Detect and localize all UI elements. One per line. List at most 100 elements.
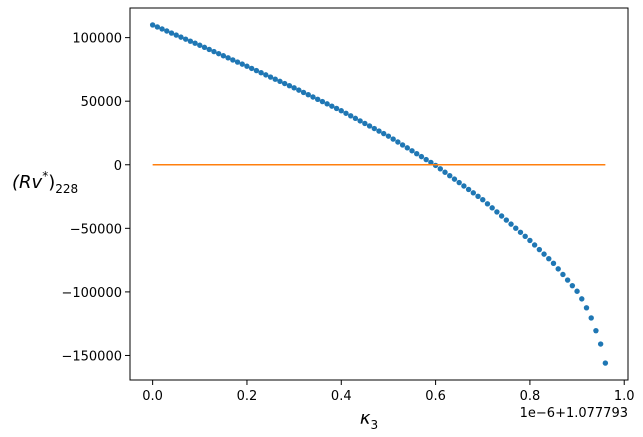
point: [333, 105, 340, 112]
point: [564, 277, 571, 283]
point: [291, 85, 297, 91]
point: [234, 59, 241, 65]
point: [451, 176, 458, 182]
point: [475, 193, 481, 199]
y-label-sup: *: [42, 169, 48, 183]
point: [385, 133, 392, 139]
y-tick-label: −50000: [70, 222, 122, 237]
point: [310, 94, 316, 100]
y-tick-label: −150000: [61, 349, 122, 364]
point: [187, 38, 194, 44]
point: [192, 40, 198, 46]
point: [211, 48, 217, 55]
point: [277, 78, 283, 85]
point: [201, 44, 208, 51]
point: [513, 225, 519, 231]
point: [442, 169, 448, 175]
point: [541, 251, 547, 257]
y-tick-label: 50000: [81, 95, 122, 110]
y-label-close: ): [48, 172, 55, 193]
point: [248, 65, 255, 72]
point: [461, 183, 467, 189]
point: [281, 80, 288, 87]
point: [418, 153, 425, 160]
point: [579, 296, 585, 302]
point: [305, 92, 311, 98]
point: [215, 50, 222, 57]
x-tick-label: 0.2: [237, 389, 258, 404]
point: [286, 82, 293, 89]
point: [173, 32, 179, 38]
point: [508, 221, 514, 227]
point: [225, 55, 231, 61]
point: [362, 120, 368, 127]
point: [178, 34, 184, 40]
point: [239, 61, 245, 67]
point: [560, 271, 566, 278]
axes-frame: [129, 7, 629, 381]
point: [597, 341, 604, 347]
y-label-sub: 228: [55, 182, 78, 196]
point: [168, 30, 175, 36]
point: [395, 139, 401, 145]
point: [494, 209, 500, 215]
point: [470, 190, 477, 196]
point: [593, 327, 599, 334]
point: [154, 24, 161, 30]
point: [366, 123, 373, 129]
point: [428, 159, 434, 166]
point: [149, 22, 156, 28]
point: [314, 96, 321, 102]
point: [404, 145, 410, 151]
point: [220, 53, 227, 59]
point: [390, 136, 396, 142]
point: [230, 57, 236, 63]
point: [357, 118, 363, 124]
point: [244, 63, 250, 69]
point: [319, 98, 326, 105]
point: [263, 72, 269, 78]
point: [588, 315, 594, 321]
y-tick-label: 0: [114, 159, 122, 174]
point: [343, 110, 349, 116]
point: [456, 179, 462, 186]
point: [258, 70, 264, 76]
point: [489, 205, 495, 211]
point: [550, 260, 557, 266]
point: [498, 213, 505, 219]
point: [531, 242, 538, 248]
y-tick-label: −100000: [61, 286, 122, 301]
point: [522, 233, 528, 240]
x-tick-label: 1.0: [614, 389, 635, 404]
x-tick-label: 0.6: [425, 389, 446, 404]
x-tick-label: 0.4: [331, 389, 352, 404]
point: [447, 172, 453, 179]
point: [555, 266, 561, 272]
point: [409, 148, 415, 154]
x-label-main: κ: [360, 408, 371, 429]
point: [569, 282, 576, 289]
point: [437, 166, 444, 172]
point: [371, 125, 377, 132]
point: [267, 74, 274, 80]
point: [348, 113, 354, 119]
point: [300, 89, 307, 96]
point: [159, 26, 165, 32]
point: [503, 217, 510, 223]
y-tick-label: 100000: [72, 32, 122, 47]
point: [484, 201, 491, 207]
point: [197, 42, 203, 48]
point: [414, 150, 420, 157]
x-axis-label: κ3: [360, 408, 378, 432]
point: [329, 103, 335, 109]
point: [602, 360, 609, 366]
x-tick-label: 0.0: [142, 389, 163, 404]
point: [574, 288, 580, 294]
point: [517, 229, 524, 235]
point: [546, 256, 552, 262]
point: [399, 142, 406, 148]
point: [253, 67, 260, 74]
point: [583, 305, 590, 311]
x-offset-text: 1e−6+1.077793: [520, 406, 628, 421]
